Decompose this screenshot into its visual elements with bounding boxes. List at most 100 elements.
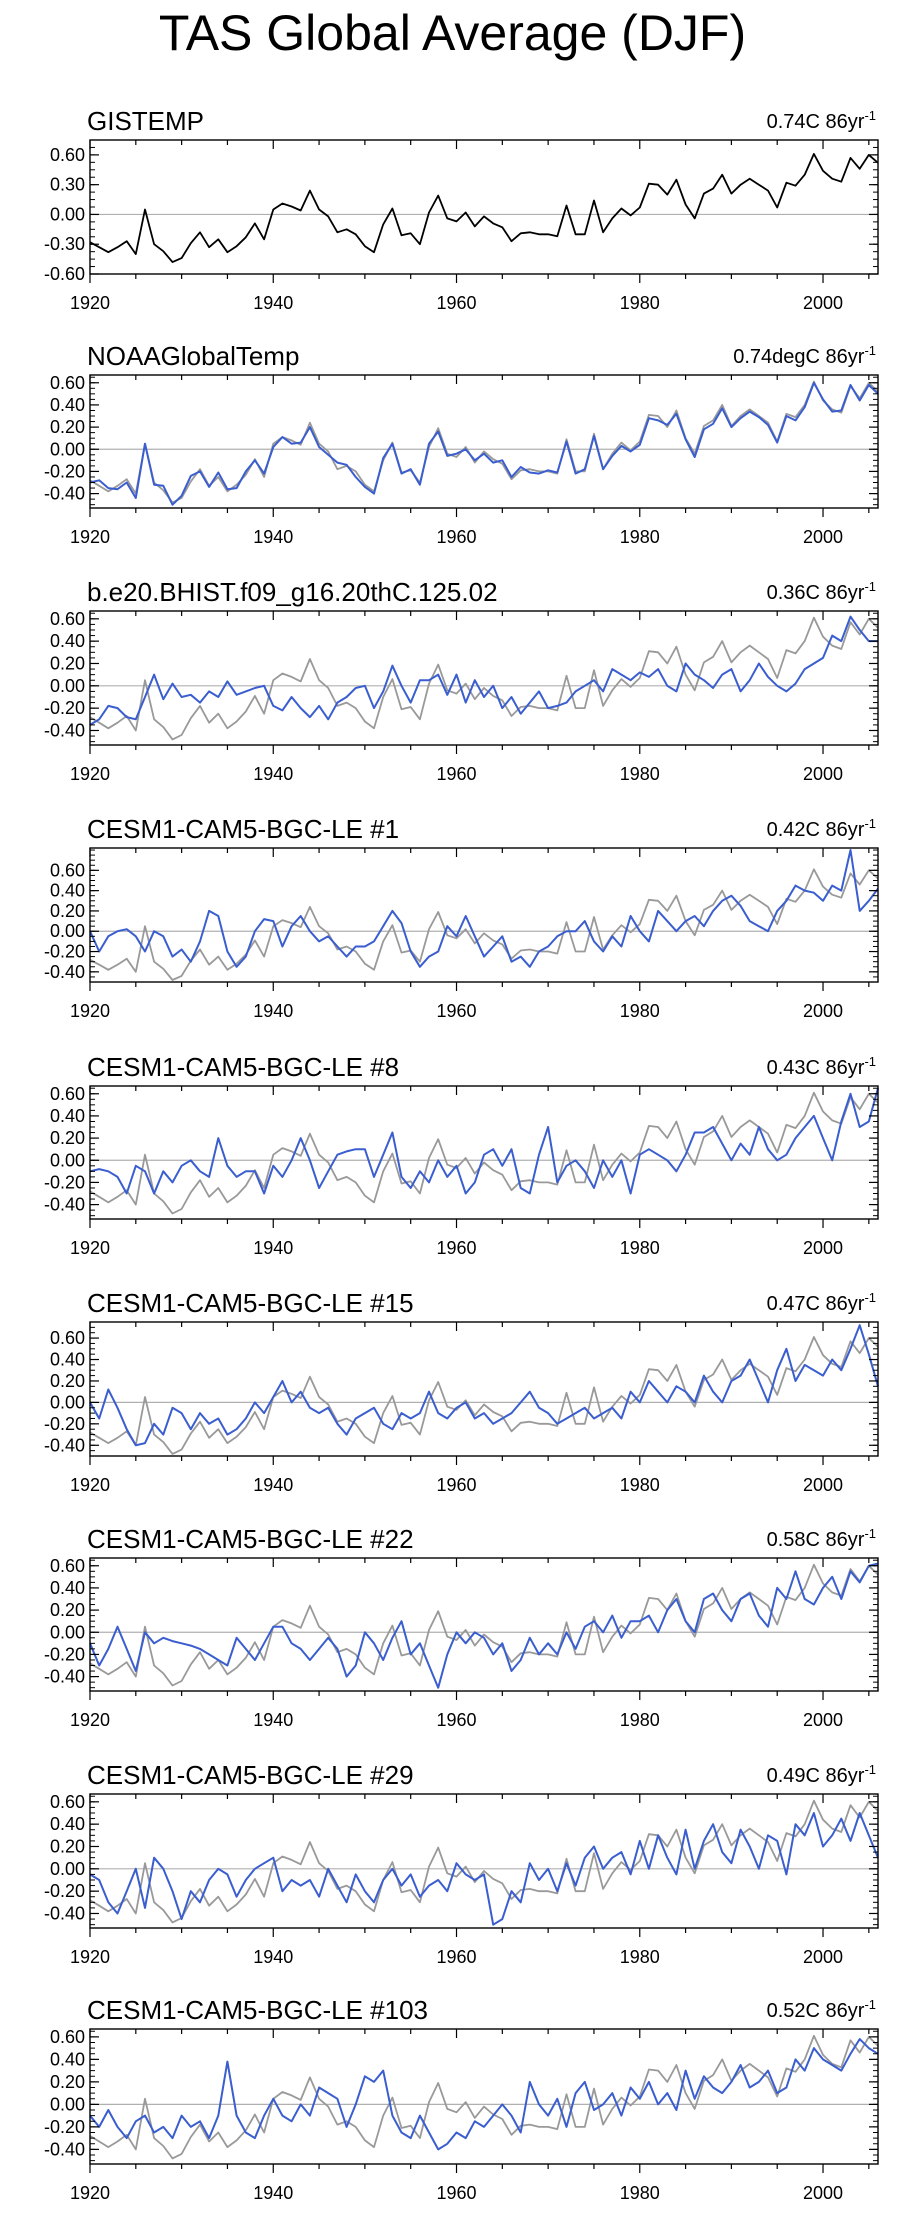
y-tick-label: 0.60 — [50, 2027, 85, 2047]
trend-superscript: -1 — [864, 1762, 876, 1777]
y-tick-label: -0.20 — [44, 461, 85, 481]
x-tick-label: 2000 — [803, 293, 843, 313]
series-line-model — [89, 1812, 879, 1926]
x-tick-label: 1920 — [70, 1475, 110, 1495]
y-tick-label: 0.60 — [50, 1792, 85, 1812]
plot-frame — [89, 847, 879, 983]
y-tick-label: -0.40 — [44, 720, 85, 740]
x-tick-label: 1960 — [436, 1947, 476, 1967]
x-tick-label: 1940 — [253, 293, 293, 313]
series-line-model — [89, 1324, 879, 1447]
y-tick-label: -0.40 — [44, 484, 85, 504]
x-tick-label: 1940 — [253, 1947, 293, 1967]
x-tick-label: 2000 — [803, 1238, 843, 1258]
plot-frame — [89, 2028, 879, 2165]
y-tick-label: 0.20 — [50, 1371, 85, 1391]
trend-value: 0.58C 86yr — [767, 1529, 865, 1551]
chart-panel: CESM1-CAM5-BGC-LE #29 0.49C 86yr-10.600.4… — [44, 1760, 879, 1967]
trend-value: 0.36C 86yr — [767, 582, 865, 604]
x-tick-label: 1960 — [436, 293, 476, 313]
trend-value: 0.52C 86yr — [767, 2000, 865, 2022]
y-tick-label: 0.60 — [50, 1084, 85, 1104]
plot-frame — [89, 374, 879, 509]
x-tick-label: 1980 — [620, 1238, 660, 1258]
plot-frame — [89, 139, 879, 275]
x-tick-label: 1940 — [253, 1238, 293, 1258]
y-tick-label: -0.40 — [44, 1667, 85, 1687]
series-line-model — [89, 1087, 879, 1195]
panel-title: CESM1-CAM5-BGC-LE #22 — [87, 1524, 414, 1554]
x-tick-label: 1940 — [253, 1710, 293, 1730]
plot-frame — [89, 610, 879, 746]
x-tick-label: 2000 — [803, 2183, 843, 2203]
trend-superscript: -1 — [864, 816, 876, 831]
x-tick-label: 1980 — [620, 1475, 660, 1495]
y-tick-label: -0.40 — [44, 962, 85, 982]
trend-superscript: -1 — [864, 1054, 876, 1069]
panel-title: CESM1-CAM5-BGC-LE #15 — [87, 1288, 414, 1318]
y-tick-label: 0.60 — [50, 609, 85, 629]
trend-label: 0.74degC 86yr-1 — [733, 343, 876, 368]
y-tick-label: -0.20 — [44, 1172, 85, 1192]
trend-superscript: -1 — [864, 1997, 876, 2012]
series-line-reference — [89, 868, 879, 981]
chart-panel: CESM1-CAM5-BGC-LE #22 0.58C 86yr-1 0.600.4… — [44, 1524, 879, 1730]
trend-value: 0.74degC 86yr — [733, 346, 865, 368]
x-tick-label: 1920 — [70, 1001, 110, 1021]
plot-frame — [89, 1793, 879, 1929]
series-line-reference — [89, 1799, 879, 1924]
trend-value: 0.42C 86yr — [767, 819, 865, 841]
chart-panel: NOAAGlobalTemp 0.74degC 86yr-1 0.600.400.2… — [44, 341, 879, 547]
chart-panel: CESM1-CAM5-BGC-LE #1 0.42C 86yr-1 0.600.40… — [44, 814, 879, 1021]
trend-label: 0.43C 86yr-1 — [767, 1054, 876, 1079]
y-tick-label: 0.60 — [50, 860, 85, 880]
x-tick-label: 1940 — [253, 1001, 293, 1021]
chart-panel: b.e20.BHIST.f09_g16.20thC.125.02 0.36C 86… — [44, 577, 879, 784]
chart-panel: CESM1-CAM5-BGC-LE #15 0.47C 86yr-10.600.4… — [44, 1288, 879, 1495]
x-tick-label: 1940 — [253, 2183, 293, 2203]
plot-frame — [89, 1085, 879, 1220]
series-line-reference — [89, 1563, 879, 1687]
series-line-reference — [89, 1336, 879, 1455]
series-line-observed — [89, 152, 879, 264]
y-tick-label: 0.20 — [50, 1836, 85, 1856]
x-tick-label: 2000 — [803, 1710, 843, 1730]
y-tick-label: 0.20 — [50, 2072, 85, 2092]
x-tick-label: 1980 — [620, 2183, 660, 2203]
y-tick-label: 0.00 — [50, 1622, 85, 1642]
x-tick-label: 1920 — [70, 1710, 110, 1730]
series-line-reference — [89, 2034, 879, 2160]
panel-title: CESM1-CAM5-BGC-LE #1 — [87, 814, 399, 844]
series-line-model — [89, 381, 879, 506]
y-tick-label: 0.60 — [50, 373, 85, 393]
chart-panel: CESM1-CAM5-BGC-LE #103 0.52C 86yr-10.600.… — [44, 1995, 879, 2203]
x-tick-label: 1960 — [436, 1475, 476, 1495]
y-tick-label: 0.20 — [50, 1600, 85, 1620]
trend-superscript: -1 — [864, 579, 876, 594]
x-tick-label: 1980 — [620, 1001, 660, 1021]
page-title: TAS Global Average (DJF) — [158, 5, 747, 61]
x-tick-label: 2000 — [803, 764, 843, 784]
y-tick-label: -0.40 — [44, 1903, 85, 1923]
x-tick-label: 1980 — [620, 764, 660, 784]
trend-label: 0.58C 86yr-1 — [767, 1526, 876, 1551]
y-tick-label: 0.40 — [50, 2049, 85, 2069]
y-tick-label: -0.20 — [44, 698, 85, 718]
x-tick-label: 2000 — [803, 1947, 843, 1967]
x-tick-label: 1960 — [436, 1001, 476, 1021]
trend-label: 0.74C 86yr-1 — [767, 108, 876, 133]
panel-title: GISTEMP — [87, 106, 204, 136]
y-tick-label: 0.00 — [50, 1150, 85, 1170]
y-tick-label: 0.20 — [50, 1128, 85, 1148]
y-tick-label: -0.20 — [44, 1881, 85, 1901]
y-tick-label: 0.40 — [50, 881, 85, 901]
y-tick-label: -0.20 — [44, 2117, 85, 2137]
trend-superscript: -1 — [864, 108, 876, 123]
x-tick-label: 2000 — [803, 527, 843, 547]
y-tick-label: 0.40 — [50, 1814, 85, 1834]
series-line-model — [89, 615, 878, 726]
y-tick-label: -0.60 — [44, 264, 85, 284]
y-tick-label: -0.20 — [44, 1414, 85, 1434]
y-tick-label: 0.30 — [50, 175, 85, 195]
